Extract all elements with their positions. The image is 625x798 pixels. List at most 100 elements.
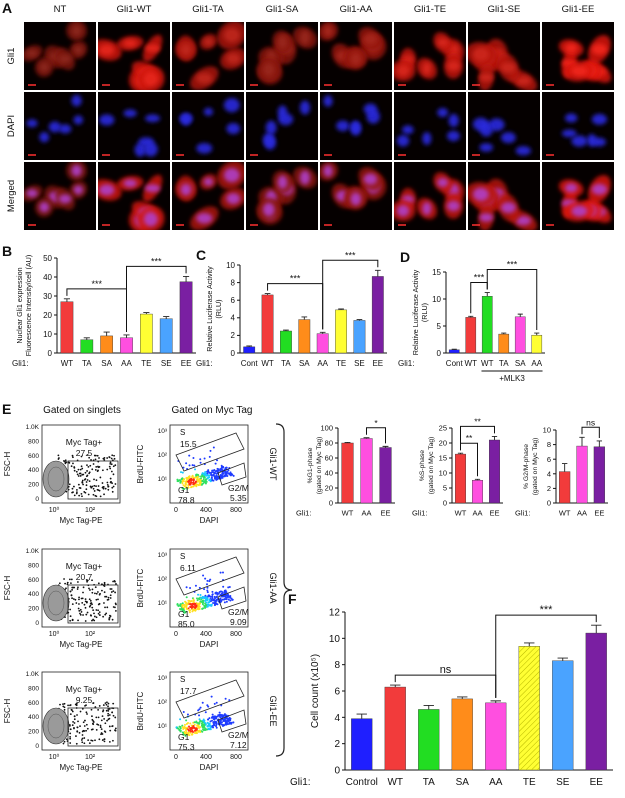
column-header: Gli1-EE	[562, 4, 595, 15]
event-dot	[180, 471, 183, 474]
event-dot	[179, 479, 182, 482]
x-tick-label: Cont	[241, 359, 259, 368]
event-dot	[83, 725, 86, 727]
event-dot	[112, 580, 114, 583]
micrograph	[98, 22, 170, 90]
event-dot	[213, 598, 216, 601]
gate-name: S	[180, 428, 185, 437]
y-tick-label: 4	[547, 469, 551, 478]
event-dot	[82, 483, 84, 486]
event-dot	[112, 473, 115, 476]
nucleus	[446, 130, 460, 142]
event-dot	[80, 455, 83, 458]
event-dot	[63, 460, 65, 462]
event-dot	[68, 461, 71, 464]
event-dot	[69, 742, 72, 744]
event-dot	[78, 472, 81, 475]
event-dot	[78, 609, 81, 612]
event-dot	[93, 478, 95, 481]
event-dot	[210, 476, 213, 479]
error-bar	[596, 440, 603, 447]
event-dot	[222, 718, 225, 721]
column-header: Gli1-WT	[117, 4, 152, 15]
x-tick-label: 800	[230, 507, 242, 514]
event-dot	[98, 738, 101, 741]
event-dot	[192, 603, 195, 606]
event-dot	[84, 719, 86, 722]
event-dot	[212, 479, 215, 482]
micrograph	[542, 22, 614, 90]
y-tick-label: 0	[35, 743, 39, 750]
gate	[67, 584, 119, 624]
y-tick-label: 20	[439, 439, 447, 448]
y-tick-label: 200	[28, 729, 39, 736]
micrograph	[542, 92, 614, 160]
bar	[585, 632, 607, 771]
event-dot	[182, 480, 185, 483]
y-tick-label: 1.0K	[26, 424, 40, 431]
event-dot	[184, 480, 187, 483]
event-dot	[221, 571, 224, 574]
event-dot	[85, 484, 88, 487]
y-tick-label: 10³	[158, 675, 168, 682]
event-dot	[222, 598, 225, 601]
event-dot	[104, 613, 107, 616]
x-tick-label: TA	[499, 359, 509, 368]
y-tick-label: 60	[325, 454, 333, 463]
event-dot	[194, 605, 197, 608]
event-dot	[94, 458, 97, 461]
gate	[67, 460, 119, 500]
event-dot	[232, 474, 235, 477]
event-dot	[228, 719, 231, 722]
event-dot	[195, 473, 198, 476]
event-dot	[208, 580, 211, 583]
event-dot	[69, 737, 72, 740]
x-tick-label: 10⁰	[49, 753, 60, 761]
error-bar	[457, 696, 468, 699]
event-dot	[204, 482, 207, 485]
event-dot	[95, 592, 98, 595]
event-dot	[201, 701, 204, 704]
y-axis-label: % G2/M-phase	[523, 444, 530, 489]
event-dot	[204, 478, 207, 481]
error-bar	[423, 705, 434, 710]
gate-value: 9.25	[76, 695, 93, 705]
event-dot	[203, 476, 206, 479]
event-dot	[190, 606, 193, 609]
gate-value: 75.3	[178, 742, 195, 752]
event-dot	[215, 591, 218, 594]
event-dot	[109, 462, 112, 465]
y-tick-label: 2	[334, 739, 340, 750]
panel-letter: B	[2, 243, 12, 259]
significance-bracket	[495, 614, 597, 698]
event-dot	[223, 591, 226, 594]
event-dot	[212, 446, 215, 449]
nucleus	[223, 27, 240, 43]
event-dot	[114, 729, 117, 732]
event-dot	[181, 731, 184, 734]
event-dot	[97, 582, 100, 585]
event-dot	[194, 602, 197, 605]
bar	[472, 480, 483, 504]
event-dot	[214, 601, 217, 604]
event-dot	[90, 459, 92, 461]
event-dot	[196, 597, 199, 600]
event-dot	[81, 601, 84, 604]
error-bar	[457, 452, 464, 455]
event-dot	[102, 486, 105, 488]
event-dot	[85, 475, 88, 478]
y-tick-label: 0	[443, 499, 447, 508]
gate	[217, 462, 247, 486]
event-dot	[98, 705, 101, 707]
event-dot	[227, 598, 230, 601]
x-prefix: Gli1:	[290, 777, 311, 788]
event-dot	[213, 477, 216, 480]
event-dot	[113, 579, 116, 582]
event-dot	[211, 719, 214, 722]
event-dot	[232, 721, 235, 724]
row-label: Gli1-WT	[268, 448, 278, 481]
event-dot	[211, 590, 214, 593]
event-dot	[194, 608, 197, 611]
event-dot	[90, 739, 93, 742]
event-dot	[98, 457, 100, 459]
